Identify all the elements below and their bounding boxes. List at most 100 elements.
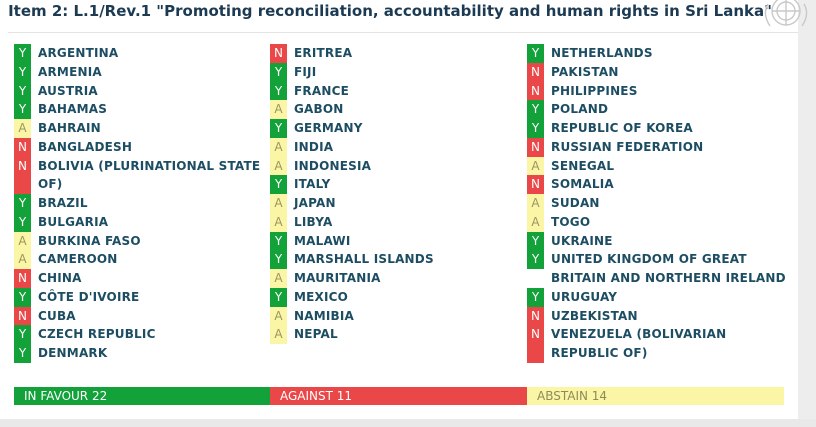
country-row: Y FIJI bbox=[270, 62, 520, 82]
vote-cell: Y bbox=[270, 287, 287, 307]
country-name: SENEGAL bbox=[551, 158, 615, 173]
vote-cell: Y bbox=[14, 194, 31, 213]
country-row: Y POLAND bbox=[527, 100, 777, 119]
country-row: A BAHRAIN bbox=[14, 119, 264, 138]
vote-cell: Y bbox=[270, 175, 287, 194]
country-name: URUGUAY bbox=[551, 289, 618, 304]
country-name: GABON bbox=[294, 102, 344, 117]
country-row: N CUBA bbox=[14, 306, 264, 326]
country-row: N VENEZUELA (BOLIVARIAN bbox=[527, 325, 777, 344]
country-name: NAMIBIA bbox=[294, 308, 355, 323]
country-row: Y ARGENTINA bbox=[14, 44, 264, 63]
vote-cell: Y bbox=[270, 119, 287, 138]
country-name: INDONESIA bbox=[294, 158, 372, 173]
country-row: A MAURITANIA bbox=[270, 269, 520, 288]
country-row: Y MEXICO bbox=[270, 287, 520, 307]
country-name: UZBEKISTAN bbox=[551, 308, 638, 323]
country-row: A NEPAL bbox=[270, 325, 520, 344]
country-name: BAHRAIN bbox=[38, 121, 101, 135]
country-name: SUDAN bbox=[551, 196, 600, 210]
vote-cell: A bbox=[270, 194, 287, 213]
country-row: Y UKRAINE bbox=[527, 231, 777, 251]
country-name: MALAWI bbox=[294, 233, 351, 248]
country-name: PAKISTAN bbox=[551, 64, 619, 79]
vote-cell: Y bbox=[14, 325, 31, 344]
country-name: CUBA bbox=[38, 308, 76, 323]
vote-cell: Y bbox=[527, 231, 544, 251]
country-name: NETHERLANDS bbox=[551, 46, 653, 60]
country-row: A SENEGAL bbox=[527, 156, 777, 176]
country-row: Y ITALY bbox=[270, 175, 520, 194]
country-row: A TOGO bbox=[527, 212, 777, 232]
un-emblem-icon bbox=[760, 0, 808, 34]
country-name: FRANCE bbox=[294, 83, 349, 98]
country-name: NEPAL bbox=[294, 327, 338, 342]
country-name: MARSHALL ISLANDS bbox=[294, 252, 434, 267]
vote-cell: Y bbox=[527, 100, 544, 119]
country-row: Y MALAWI bbox=[270, 231, 520, 251]
vote-cell: N bbox=[14, 137, 31, 157]
country-name: TOGO bbox=[551, 214, 591, 229]
country-name: PHILIPPINES bbox=[551, 83, 638, 98]
country-name: SOMALIA bbox=[551, 177, 614, 192]
country-row: N BOLIVIA (PLURINATIONAL STATE bbox=[14, 156, 264, 176]
country-row: REPUBLIC OF) bbox=[527, 344, 777, 363]
vote-cell: Y bbox=[270, 250, 287, 269]
country-row: Y CÔTE D'IVOIRE bbox=[14, 287, 264, 307]
country-row: Y UNITED KINGDOM OF GREAT bbox=[527, 250, 777, 269]
vote-cell: A bbox=[14, 250, 31, 269]
vote-cell: A bbox=[270, 137, 287, 157]
country-name: BULGARIA bbox=[38, 214, 109, 229]
country-name: FIJI bbox=[294, 64, 317, 79]
vote-cell: Y bbox=[14, 81, 31, 101]
vote-cell: Y bbox=[527, 44, 544, 63]
vote-cell: N bbox=[14, 306, 31, 326]
country-name: BRAZIL bbox=[38, 196, 88, 210]
country-name: DENMARK bbox=[38, 346, 108, 360]
country-name: BANGLADESH bbox=[38, 139, 133, 154]
vote-cell: Y bbox=[14, 344, 31, 363]
country-name: VENEZUELA (BOLIVARIAN bbox=[551, 327, 727, 342]
country-name: ARMENIA bbox=[38, 64, 102, 79]
country-name: UNITED KINGDOM OF GREAT bbox=[551, 252, 747, 267]
country-row: A LIBYA bbox=[270, 212, 520, 232]
country-name: GERMANY bbox=[294, 121, 363, 135]
country-row: Y ARMENIA bbox=[14, 62, 264, 82]
vote-cell: Y bbox=[527, 287, 544, 307]
vote-cell: A bbox=[270, 269, 287, 288]
vote-cell: A bbox=[270, 306, 287, 326]
country-row: Y AUSTRIA bbox=[14, 81, 264, 101]
vote-cell: N bbox=[527, 81, 544, 101]
total-in-favour: IN FAVOUR 22 bbox=[14, 387, 270, 405]
country-name: INDIA bbox=[294, 139, 334, 154]
vote-cell: Y bbox=[527, 250, 544, 269]
vote-cell-continuation bbox=[14, 175, 31, 194]
country-row: BRITAIN AND NORTHERN IRELAND bbox=[527, 269, 786, 288]
country-row: Y URUGUAY bbox=[527, 287, 777, 307]
country-name: ITALY bbox=[294, 177, 331, 192]
country-row: OF) bbox=[14, 175, 264, 194]
vote-cell: A bbox=[14, 119, 31, 138]
country-row: Y FRANCE bbox=[270, 81, 520, 101]
country-row: A GABON bbox=[270, 100, 520, 119]
country-row: N SOMALIA bbox=[527, 175, 777, 194]
country-row: Y BRAZIL bbox=[14, 194, 264, 213]
country-row: Y NETHERLANDS bbox=[527, 44, 777, 63]
country-name: CÔTE D'IVOIRE bbox=[38, 289, 140, 304]
total-abstain: ABSTAIN 14 bbox=[527, 387, 784, 405]
vote-cell: Y bbox=[270, 231, 287, 251]
vote-cell: A bbox=[270, 212, 287, 232]
country-row: N BANGLADESH bbox=[14, 137, 264, 157]
country-row: N PHILIPPINES bbox=[527, 81, 777, 101]
vote-cell: Y bbox=[14, 287, 31, 307]
country-name: MEXICO bbox=[294, 289, 349, 304]
country-row: Y GERMANY bbox=[270, 119, 520, 138]
country-row: A SUDAN bbox=[527, 194, 777, 213]
frame-bottom-edge bbox=[0, 419, 816, 427]
vote-column-2: N ERITREA Y FIJI Y FRANCE A GABON Y GERMANY A INDIA… bbox=[270, 44, 520, 344]
vote-cell: N bbox=[270, 44, 287, 63]
country-name: LIBYA bbox=[294, 214, 333, 229]
vote-cell: A bbox=[527, 194, 544, 213]
country-name: CAMEROON bbox=[38, 252, 118, 267]
country-name: REPUBLIC OF KOREA bbox=[551, 121, 693, 135]
